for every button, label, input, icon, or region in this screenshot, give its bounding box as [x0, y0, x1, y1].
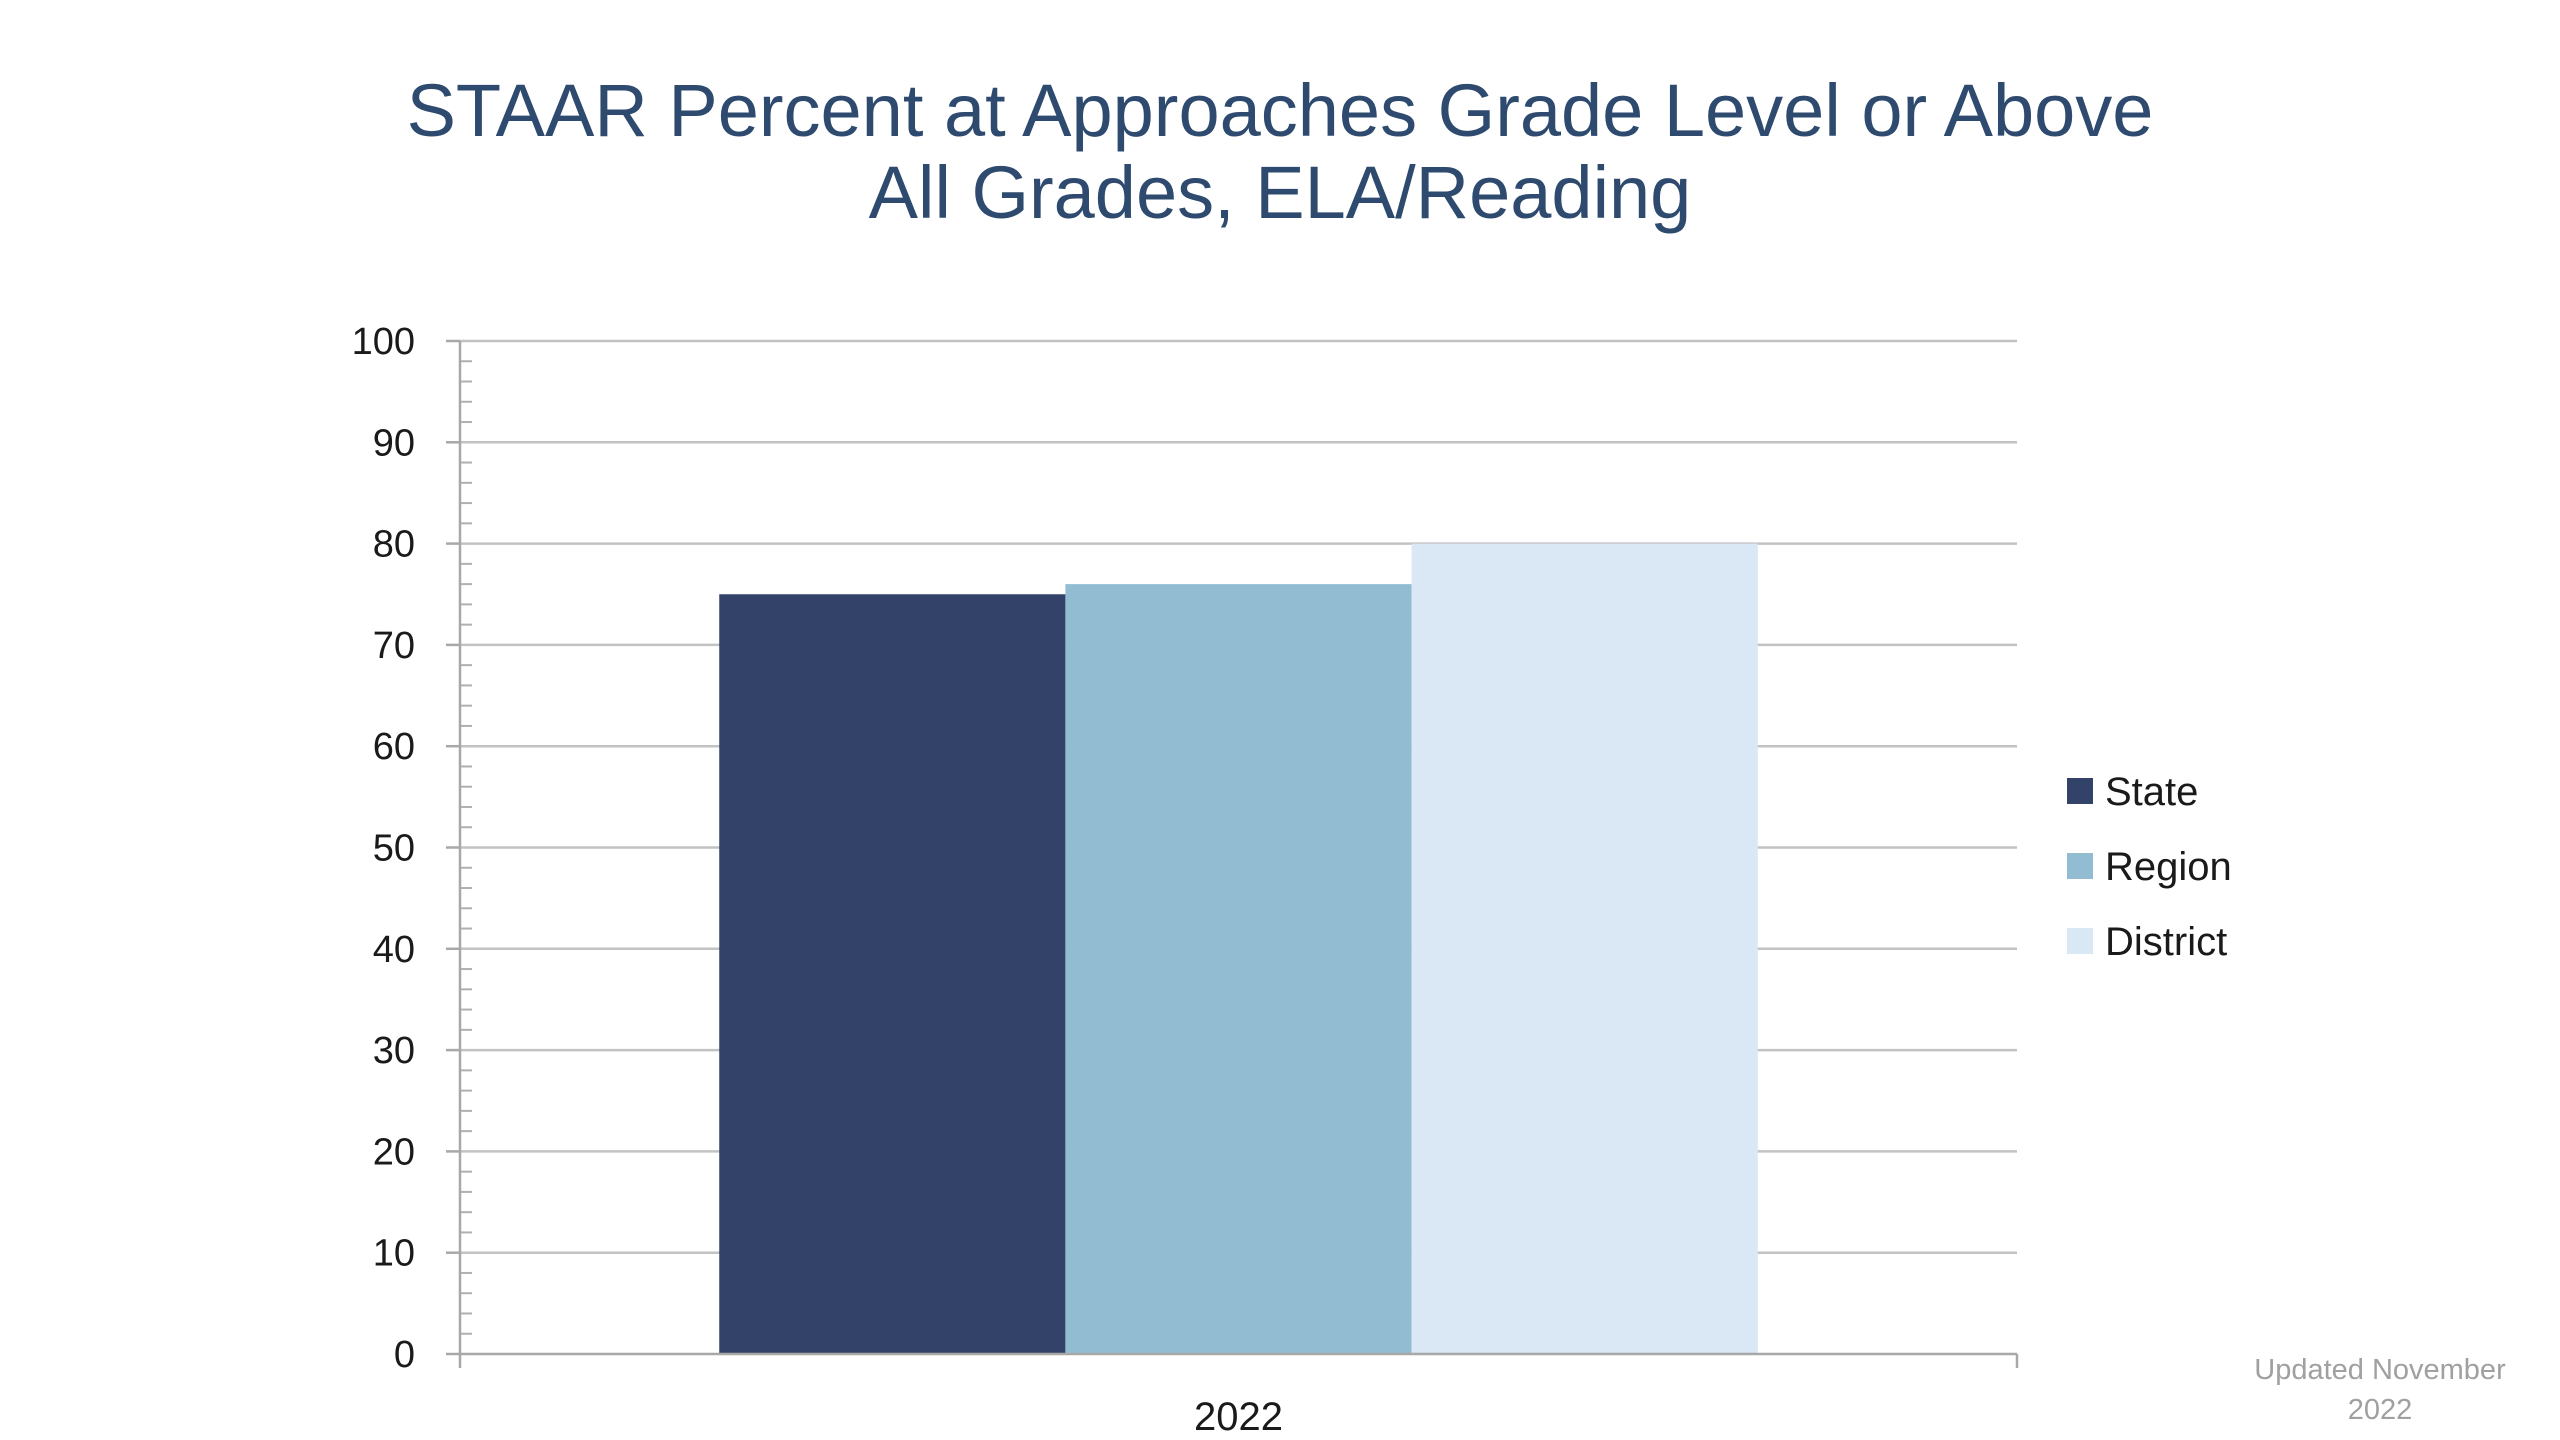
axes: 0 10 20 30 40 50 60 70 80 90 100 2022 [352, 321, 2019, 1439]
y-tick-label-70: 70 [373, 625, 415, 667]
y-tick-label-0: 0 [394, 1334, 415, 1376]
y-tick-label-10: 10 [373, 1233, 415, 1275]
legend-swatch-district [2067, 928, 2093, 954]
y-tick-label-80: 80 [373, 524, 415, 566]
x-tick-label-2022: 2022 [1194, 1395, 1283, 1439]
legend: State Region District [2067, 770, 2232, 964]
y-tick-label-30: 30 [373, 1030, 415, 1072]
footnote-updated-line-1: Updated November [2254, 1354, 2506, 1386]
chart-title-line-2: All Grades, ELA/Reading [868, 151, 1692, 234]
bars [719, 543, 1758, 1354]
y-tick-label-90: 90 [373, 422, 415, 464]
legend-swatch-region [2067, 853, 2093, 879]
y-tick-label-50: 50 [373, 828, 415, 870]
bar-district-2022 [1411, 543, 1758, 1354]
legend-label-state: State [2105, 770, 2198, 814]
bar-region-2022 [1065, 584, 1412, 1354]
legend-swatch-state [2067, 778, 2093, 804]
y-tick-label-20: 20 [373, 1131, 415, 1173]
chart-title-line-1: STAAR Percent at Approaches Grade Level … [406, 69, 2154, 152]
y-tick-label-60: 60 [373, 726, 415, 768]
legend-label-district: District [2105, 920, 2227, 964]
bar-state-2022 [719, 594, 1066, 1354]
footnote-updated-line-2: 2022 [2347, 1394, 2413, 1426]
y-tick-label-100: 100 [352, 321, 415, 363]
y-tick-label-40: 40 [373, 929, 415, 971]
legend-label-region: Region [2105, 845, 2232, 889]
